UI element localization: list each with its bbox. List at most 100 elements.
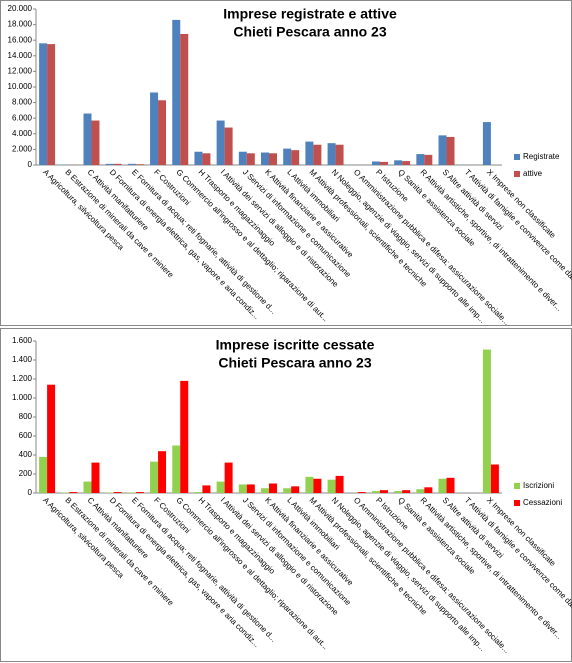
bar xyxy=(39,456,48,493)
bar xyxy=(180,380,189,493)
bar xyxy=(305,476,314,493)
bar xyxy=(335,144,344,165)
bar xyxy=(482,122,491,165)
bar xyxy=(158,100,167,165)
bar xyxy=(224,462,233,493)
bar xyxy=(490,464,499,493)
chart-title: Imprese iscritte cessate xyxy=(216,337,375,353)
bar xyxy=(446,477,455,493)
bar xyxy=(246,484,255,493)
bar xyxy=(416,489,425,493)
bar xyxy=(224,127,233,165)
bar xyxy=(246,153,255,165)
y-tick-label: 800 xyxy=(19,412,33,421)
bar xyxy=(371,491,380,493)
bar xyxy=(135,164,144,165)
y-tick-label: 1.400 xyxy=(12,355,33,364)
bar xyxy=(69,492,78,493)
chart-subtitle: Chieti Pescara anno 23 xyxy=(233,24,387,40)
bar xyxy=(113,163,122,165)
bar xyxy=(172,445,181,493)
bar xyxy=(47,44,56,165)
bar xyxy=(83,113,92,165)
bar xyxy=(113,492,122,493)
bar xyxy=(216,120,225,165)
bar xyxy=(158,451,167,493)
bar xyxy=(305,141,314,165)
y-tick-label: 0 xyxy=(28,488,33,497)
bar xyxy=(438,135,447,165)
bar xyxy=(194,151,203,165)
bar xyxy=(394,160,403,165)
bar xyxy=(416,154,425,165)
bar xyxy=(91,462,100,493)
y-tick-label: 10.000 xyxy=(8,82,33,91)
y-tick-label: 1.200 xyxy=(12,374,33,383)
bar xyxy=(91,120,100,165)
bar xyxy=(327,479,336,493)
bar xyxy=(261,488,269,493)
legend-label: Iscrizioni xyxy=(523,481,554,490)
bar xyxy=(216,481,225,493)
bar xyxy=(394,491,403,493)
bar xyxy=(269,153,277,165)
y-tick-label: 2.000 xyxy=(12,145,33,154)
bar xyxy=(39,43,48,165)
y-tick-label: 200 xyxy=(19,469,33,478)
legend-swatch xyxy=(514,171,520,177)
chart-subtitle: Chieti Pescara anno 23 xyxy=(218,355,372,371)
y-tick-label: 8.000 xyxy=(12,98,33,107)
bar xyxy=(202,485,211,493)
bar xyxy=(379,490,388,493)
bar xyxy=(327,143,336,165)
bar xyxy=(424,154,433,165)
y-tick-label: 14.000 xyxy=(8,51,33,60)
y-tick-label: 16.000 xyxy=(8,35,33,44)
y-tick-label: 18.000 xyxy=(8,20,33,29)
bar xyxy=(283,148,292,165)
bar xyxy=(47,384,56,493)
bar xyxy=(379,161,388,165)
bar xyxy=(482,349,491,493)
bar xyxy=(371,161,380,165)
legend-swatch xyxy=(514,154,520,160)
legend-swatch xyxy=(514,500,520,506)
bar xyxy=(150,461,159,493)
bar xyxy=(402,161,411,165)
legend-swatch xyxy=(514,483,520,489)
y-tick-label: 1.600 xyxy=(12,336,33,345)
bar xyxy=(127,163,136,165)
bar xyxy=(291,486,300,493)
chart-title: Imprese registrate e attive xyxy=(223,6,397,22)
bar xyxy=(438,478,447,493)
bar xyxy=(105,163,114,165)
bar xyxy=(150,92,159,165)
y-tick-label: 6.000 xyxy=(12,113,33,122)
bar xyxy=(238,151,247,165)
y-tick-label: 12.000 xyxy=(8,67,33,76)
bar xyxy=(291,150,300,165)
y-tick-label: 0 xyxy=(28,160,33,169)
bar xyxy=(180,33,189,166)
bar xyxy=(402,490,411,493)
legend-label: Cessazioni xyxy=(523,498,562,507)
bar xyxy=(261,152,269,165)
y-tick-label: 1.000 xyxy=(12,393,33,402)
y-tick-label: 400 xyxy=(19,450,33,459)
bar xyxy=(172,19,181,166)
panel xyxy=(0,328,572,662)
bar xyxy=(83,481,92,493)
bar xyxy=(335,475,344,493)
y-tick-label: 4.000 xyxy=(12,129,33,138)
bar xyxy=(313,144,322,165)
y-tick-label: 600 xyxy=(19,431,33,440)
bar xyxy=(283,488,292,493)
bar xyxy=(238,484,247,493)
bar xyxy=(135,492,144,493)
legend-label: attive xyxy=(523,169,543,178)
legend-label: Registrate xyxy=(523,152,560,161)
bar xyxy=(424,487,433,493)
bar xyxy=(357,492,366,493)
bar xyxy=(202,153,211,165)
